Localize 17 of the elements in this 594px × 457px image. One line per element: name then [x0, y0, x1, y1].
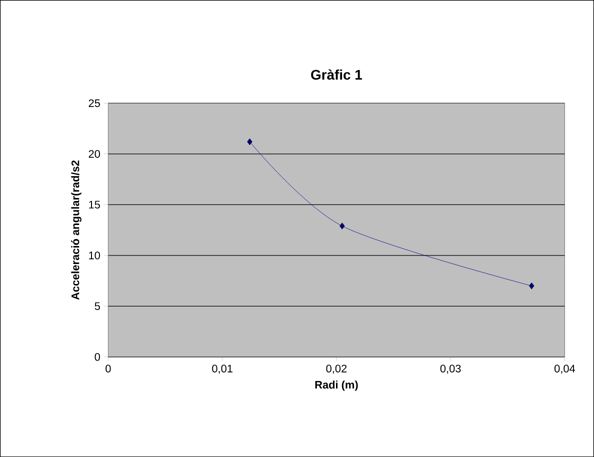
x-tick-label: 0,03 — [440, 364, 461, 374]
y-tick-label: 0 — [94, 353, 100, 361]
x-tick-label: 0,02 — [326, 364, 347, 374]
y-tick-label: 20 — [88, 150, 100, 158]
y-tick-label: 10 — [89, 252, 100, 260]
y-tick-label: 25 — [88, 99, 100, 108]
point — [529, 282, 534, 290]
y-tick-label: 15 — [89, 200, 100, 208]
point — [340, 222, 345, 230]
x-axis-title: Radi (m) — [315, 380, 358, 391]
x-tick-label: 0,01 — [212, 364, 232, 374]
point — [247, 138, 252, 146]
x-tick-label: 0,04 — [554, 364, 576, 374]
x-tick-label: 0 — [106, 364, 111, 372]
y-tick-label: 5 — [94, 302, 100, 310]
y-axis-title: Acceleració angular(rad/s2 — [71, 160, 82, 300]
chart-title: Gràfic 1 — [311, 69, 362, 80]
